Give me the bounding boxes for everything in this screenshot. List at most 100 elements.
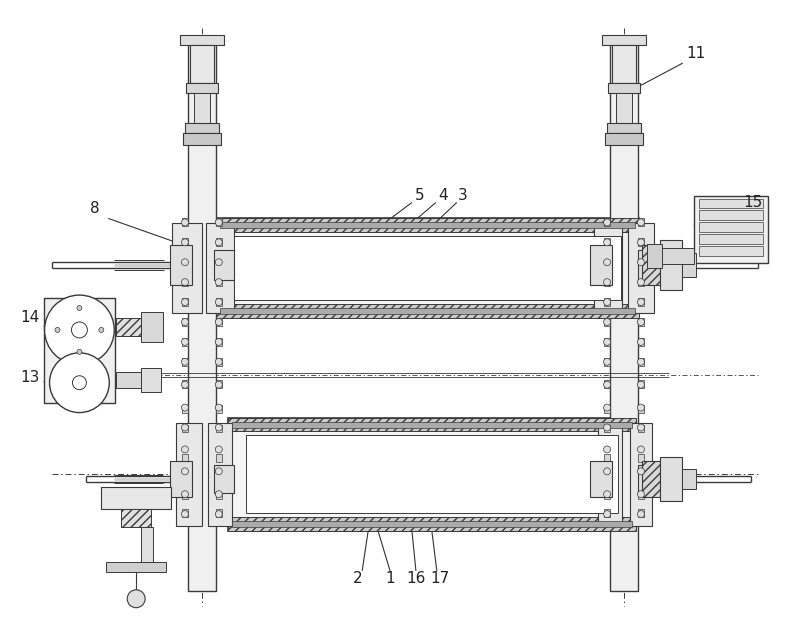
Bar: [604, 470, 610, 477]
Bar: [604, 219, 610, 226]
Circle shape: [215, 279, 222, 286]
Circle shape: [603, 446, 610, 453]
Circle shape: [181, 490, 189, 497]
Bar: [206, 223, 234, 313]
Bar: [216, 219, 639, 318]
Bar: [598, 423, 622, 526]
Circle shape: [603, 490, 610, 497]
Bar: [216, 258, 222, 266]
Circle shape: [215, 424, 222, 431]
Circle shape: [638, 381, 645, 388]
Bar: [216, 380, 222, 387]
Circle shape: [638, 468, 645, 475]
Bar: [220, 222, 635, 228]
Circle shape: [181, 446, 189, 453]
Bar: [216, 491, 222, 499]
Bar: [170, 245, 192, 285]
Bar: [610, 43, 638, 591]
Circle shape: [603, 338, 610, 345]
Circle shape: [638, 490, 645, 497]
Bar: [698, 198, 763, 209]
Circle shape: [603, 424, 610, 431]
Bar: [216, 238, 222, 246]
Bar: [106, 562, 166, 572]
Bar: [604, 491, 610, 499]
Bar: [608, 83, 640, 93]
Circle shape: [603, 511, 610, 518]
Bar: [216, 219, 639, 233]
Bar: [182, 238, 188, 246]
Circle shape: [215, 446, 222, 453]
Bar: [604, 509, 610, 517]
Bar: [183, 133, 221, 145]
Bar: [141, 527, 153, 562]
Bar: [216, 404, 222, 413]
Text: 16: 16: [406, 571, 426, 586]
Circle shape: [181, 381, 189, 388]
Bar: [182, 454, 188, 463]
Bar: [234, 236, 621, 300]
Bar: [638, 509, 644, 517]
Circle shape: [638, 298, 645, 305]
Bar: [214, 250, 234, 280]
Bar: [182, 318, 188, 326]
Bar: [182, 491, 188, 499]
Bar: [698, 210, 763, 221]
Bar: [638, 278, 644, 286]
Bar: [101, 487, 171, 509]
Bar: [604, 258, 610, 266]
Circle shape: [215, 258, 222, 265]
Bar: [216, 298, 222, 306]
Circle shape: [638, 239, 645, 246]
Circle shape: [181, 219, 189, 226]
Circle shape: [603, 404, 610, 411]
Bar: [607, 123, 641, 133]
Circle shape: [215, 404, 222, 411]
Bar: [604, 380, 610, 387]
Bar: [141, 312, 163, 342]
Bar: [116, 372, 141, 387]
Bar: [604, 338, 610, 346]
Circle shape: [638, 279, 645, 286]
Circle shape: [181, 298, 189, 305]
Bar: [638, 258, 644, 266]
Bar: [682, 470, 696, 489]
Bar: [216, 318, 222, 326]
Bar: [590, 461, 612, 497]
Bar: [694, 195, 769, 264]
Circle shape: [181, 319, 189, 325]
Circle shape: [181, 358, 189, 365]
Bar: [216, 454, 222, 463]
Circle shape: [181, 424, 189, 431]
Bar: [190, 46, 214, 83]
Text: 13: 13: [20, 370, 39, 386]
Bar: [220, 308, 635, 314]
Bar: [182, 338, 188, 346]
Circle shape: [603, 381, 610, 388]
Circle shape: [181, 279, 189, 286]
Bar: [216, 219, 222, 226]
Bar: [182, 298, 188, 306]
Bar: [657, 248, 694, 264]
Bar: [176, 423, 202, 526]
Circle shape: [603, 258, 610, 265]
Bar: [660, 458, 682, 501]
Bar: [216, 358, 222, 366]
Bar: [638, 238, 644, 246]
Bar: [172, 223, 202, 313]
Circle shape: [181, 511, 189, 518]
Circle shape: [638, 446, 645, 453]
Bar: [638, 465, 660, 493]
Circle shape: [181, 468, 189, 475]
Bar: [188, 43, 216, 591]
Bar: [232, 422, 632, 427]
Circle shape: [55, 327, 60, 332]
Bar: [642, 245, 660, 285]
Circle shape: [99, 327, 104, 332]
Bar: [121, 509, 151, 527]
Bar: [182, 358, 188, 366]
Circle shape: [215, 219, 222, 226]
Bar: [642, 461, 660, 497]
Bar: [682, 253, 696, 277]
Circle shape: [638, 424, 645, 431]
